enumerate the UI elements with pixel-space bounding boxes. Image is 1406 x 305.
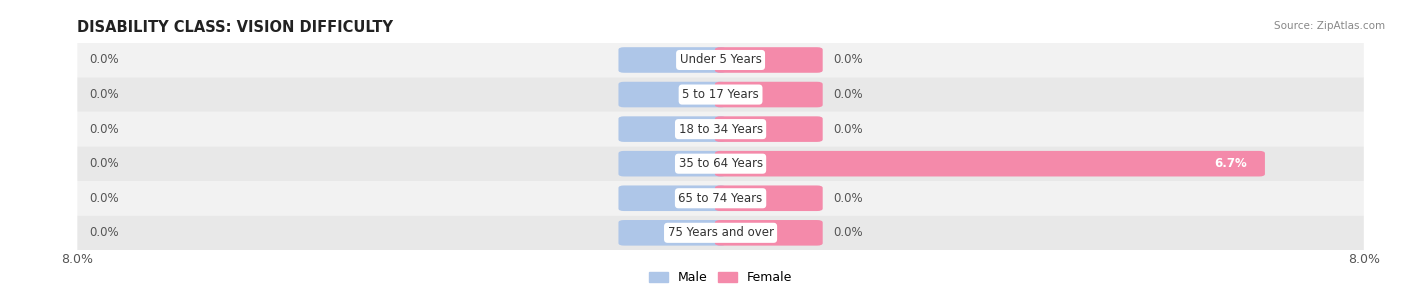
FancyBboxPatch shape xyxy=(714,47,823,73)
Text: 0.0%: 0.0% xyxy=(834,88,863,101)
FancyBboxPatch shape xyxy=(714,151,1265,177)
Text: Source: ZipAtlas.com: Source: ZipAtlas.com xyxy=(1274,21,1385,31)
FancyBboxPatch shape xyxy=(77,112,1364,146)
Legend: Male, Female: Male, Female xyxy=(644,267,797,289)
FancyBboxPatch shape xyxy=(619,185,727,211)
FancyBboxPatch shape xyxy=(714,185,823,211)
Text: 75 Years and over: 75 Years and over xyxy=(668,226,773,239)
FancyBboxPatch shape xyxy=(619,116,727,142)
Text: 65 to 74 Years: 65 to 74 Years xyxy=(679,192,762,205)
Text: 18 to 34 Years: 18 to 34 Years xyxy=(679,123,762,136)
Text: DISABILITY CLASS: VISION DIFFICULTY: DISABILITY CLASS: VISION DIFFICULTY xyxy=(77,20,394,34)
Text: 0.0%: 0.0% xyxy=(90,53,120,66)
FancyBboxPatch shape xyxy=(77,216,1364,250)
Text: 6.7%: 6.7% xyxy=(1215,157,1247,170)
FancyBboxPatch shape xyxy=(619,151,727,177)
FancyBboxPatch shape xyxy=(77,77,1364,112)
FancyBboxPatch shape xyxy=(714,116,823,142)
Text: 5 to 17 Years: 5 to 17 Years xyxy=(682,88,759,101)
Text: 0.0%: 0.0% xyxy=(90,157,120,170)
Text: 0.0%: 0.0% xyxy=(90,192,120,205)
Text: Under 5 Years: Under 5 Years xyxy=(679,53,762,66)
FancyBboxPatch shape xyxy=(77,181,1364,216)
Text: 0.0%: 0.0% xyxy=(834,123,863,136)
Text: 0.0%: 0.0% xyxy=(90,226,120,239)
FancyBboxPatch shape xyxy=(77,146,1364,181)
Text: 0.0%: 0.0% xyxy=(834,53,863,66)
Text: 0.0%: 0.0% xyxy=(90,88,120,101)
Text: 35 to 64 Years: 35 to 64 Years xyxy=(679,157,762,170)
FancyBboxPatch shape xyxy=(77,43,1364,77)
Text: 0.0%: 0.0% xyxy=(834,226,863,239)
Text: 0.0%: 0.0% xyxy=(90,123,120,136)
FancyBboxPatch shape xyxy=(619,47,727,73)
FancyBboxPatch shape xyxy=(619,82,727,107)
FancyBboxPatch shape xyxy=(714,82,823,107)
Text: 0.0%: 0.0% xyxy=(834,192,863,205)
FancyBboxPatch shape xyxy=(714,220,823,246)
FancyBboxPatch shape xyxy=(619,220,727,246)
